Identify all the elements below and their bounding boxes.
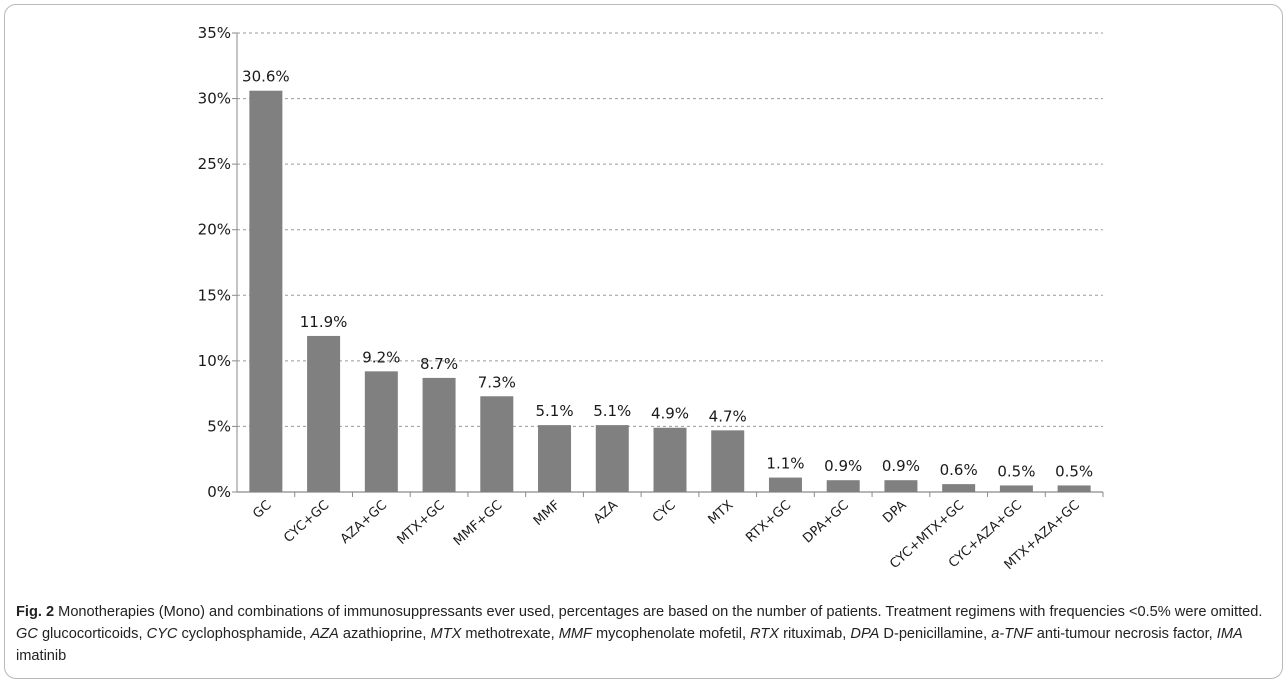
x-tick-label: GC xyxy=(250,498,274,522)
data-label: 5.1% xyxy=(593,402,631,420)
data-label: 11.9% xyxy=(300,313,348,331)
bar xyxy=(422,377,456,492)
bar xyxy=(595,425,629,492)
data-labels: 30.6% 11.9% 9.2% 8.7% 7.3% 5.1% 5.1% 4.9% 4.7% 1.… xyxy=(242,68,1093,481)
caption-segment: cyclophosphamide, xyxy=(177,626,311,642)
caption-segment: anti-tumour necrosis factor, xyxy=(1032,626,1217,642)
caption-segment: D-penicillamine, xyxy=(879,626,992,642)
x-tick-label: AZA xyxy=(591,498,621,527)
data-label: 0.5% xyxy=(1055,462,1093,480)
y-tick-label: 0% xyxy=(207,483,231,501)
bar xyxy=(480,396,514,492)
bar xyxy=(307,335,341,492)
y-tick-label: 10% xyxy=(198,352,231,370)
caption-abbreviation: DPA xyxy=(850,626,880,642)
x-tick-label: DPA xyxy=(880,498,909,527)
data-label: 7.3% xyxy=(478,373,516,391)
data-label: 0.6% xyxy=(940,461,978,479)
caption-abbreviation: MTX xyxy=(430,626,462,642)
y-tick-label: 15% xyxy=(198,286,231,304)
caption-abbreviation: MMF xyxy=(558,626,592,642)
data-label: 4.7% xyxy=(709,407,747,425)
data-label: 5.1% xyxy=(535,402,573,420)
caption-segment: imatinib xyxy=(16,648,67,664)
figure-caption: Fig. 2 Monotherapies (Mono) and combinat… xyxy=(16,601,1271,667)
data-label: 8.7% xyxy=(420,355,458,373)
y-tick-label: 20% xyxy=(198,221,231,239)
x-tick-label: CYC xyxy=(650,498,679,526)
caption-text: Monotherapies (Mono) and combinations of… xyxy=(16,604,1262,664)
x-tick-label: MMF+GC xyxy=(451,498,506,549)
bar xyxy=(653,427,687,492)
caption-abbreviation: IMA xyxy=(1216,626,1243,642)
y-tick-label: 35% xyxy=(198,24,231,42)
bar xyxy=(711,430,745,492)
caption-segment: rituximab, xyxy=(779,626,851,642)
bar xyxy=(826,480,860,492)
figure-label: Fig. 2 xyxy=(16,604,55,620)
bar xyxy=(942,484,976,492)
bars xyxy=(249,90,1091,493)
caption-abbreviation: a-TNF xyxy=(991,626,1033,642)
caption-segment: Monotherapies (Mono) and combinations of… xyxy=(54,604,1263,620)
x-tick-labels: GC CYC+GC AZA+GC MTX+GC MMF+GC MMF AZA CYC MTX RT… xyxy=(250,498,1083,573)
bar xyxy=(364,371,398,492)
bar-chart: 0% 5% 10% 15% 20% 25% 30% 35% 30.6% 11.9% 9.2% 8.7… xyxy=(198,24,1104,573)
caption-segment: azathioprine, xyxy=(338,626,431,642)
grid-lines xyxy=(237,32,1103,427)
data-label: 0.9% xyxy=(824,457,862,475)
data-label: 0.5% xyxy=(997,462,1035,480)
data-label: 1.1% xyxy=(766,455,804,473)
caption-abbreviation: AZA xyxy=(310,626,339,642)
bar xyxy=(999,485,1033,492)
x-tick-label: MMF xyxy=(531,498,563,529)
caption-segment: methotrexate, xyxy=(461,626,559,642)
x-tick-label: CYC+GC xyxy=(281,498,332,546)
bar xyxy=(768,477,802,492)
caption-abbreviation: GC xyxy=(16,626,38,642)
y-tick-labels: 0% 5% 10% 15% 20% 25% 30% 35% xyxy=(198,24,231,501)
y-tick-label: 5% xyxy=(207,417,231,435)
y-tick-label: 30% xyxy=(198,90,231,108)
x-tick-label: RTX+GC xyxy=(743,498,794,546)
x-tick-label: AZA+GC xyxy=(338,498,390,547)
figure-frame xyxy=(4,4,1283,679)
caption-segment: glucocorticoids, xyxy=(37,626,147,642)
caption-abbreviation: CYC xyxy=(146,626,178,642)
bar xyxy=(249,90,283,493)
axes xyxy=(232,32,1104,497)
data-label: 4.9% xyxy=(651,405,689,423)
data-label: 9.2% xyxy=(362,348,400,366)
data-label: 0.9% xyxy=(882,457,920,475)
bar xyxy=(538,425,572,492)
caption-segment: mycophenolate mofetil, xyxy=(591,626,751,642)
caption-abbreviation: RTX xyxy=(750,626,780,642)
y-tick-label: 25% xyxy=(198,155,231,173)
data-label: 30.6% xyxy=(242,68,290,86)
x-tick-label: MTX xyxy=(706,498,737,528)
x-tick-label: DPA+GC xyxy=(800,498,852,547)
x-tick-label: MTX+GC xyxy=(395,498,448,548)
bar xyxy=(884,480,918,492)
bar xyxy=(1057,485,1091,492)
